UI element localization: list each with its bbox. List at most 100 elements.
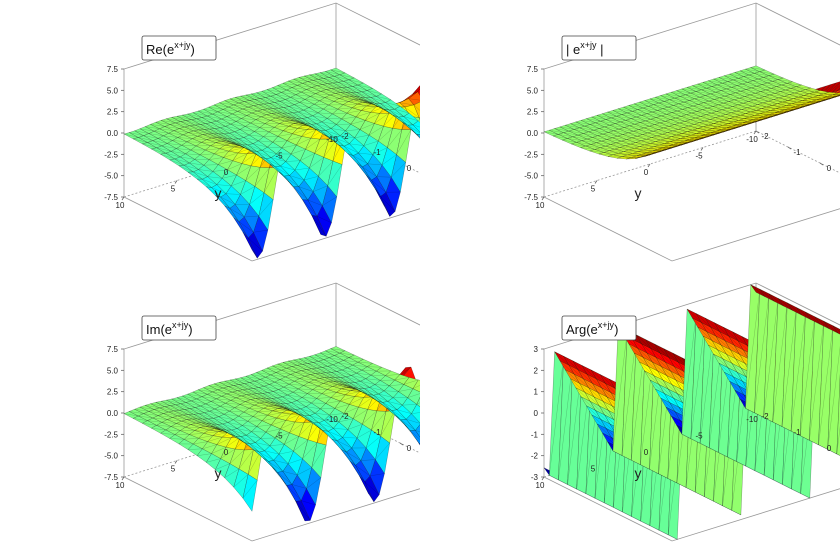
surface-edge xyxy=(610,144,626,146)
surface-edge xyxy=(590,401,605,416)
surface-edge xyxy=(751,87,767,91)
surface-edge xyxy=(222,137,238,144)
surface-edge xyxy=(355,382,370,388)
z-tick-label-left: 7.5 xyxy=(527,65,539,74)
surface-edge xyxy=(377,400,392,411)
surface-edge xyxy=(818,325,834,445)
surface-edge xyxy=(217,424,232,431)
surface-edge xyxy=(600,419,616,434)
surface-facet xyxy=(417,88,420,96)
surface-edge xyxy=(574,129,589,132)
surface-edge xyxy=(343,103,358,105)
surface-edge xyxy=(787,83,802,86)
surface-edge xyxy=(646,139,662,141)
surface-edge xyxy=(678,103,694,107)
surface-edge xyxy=(660,397,676,412)
surface-edge xyxy=(641,343,657,358)
surface-edge xyxy=(312,115,328,119)
surface-edge xyxy=(311,124,326,131)
surface-edge xyxy=(702,109,717,112)
surface-edge xyxy=(358,396,374,408)
surface-edge xyxy=(650,119,666,122)
surface-edge xyxy=(343,81,359,86)
surface-edge xyxy=(570,378,586,393)
y-tick-label: -10 xyxy=(746,135,758,144)
surface-edge xyxy=(282,362,298,366)
surface-edge xyxy=(345,391,361,395)
surface-edge xyxy=(718,77,734,81)
surface-edge xyxy=(166,399,181,404)
surface-edge xyxy=(643,148,659,151)
surface-edge xyxy=(219,146,235,149)
surface-edge xyxy=(340,396,355,402)
surface-edge xyxy=(318,361,334,365)
surface-edge xyxy=(328,381,344,385)
surface-edge xyxy=(134,130,150,134)
surface-edge xyxy=(212,113,228,117)
surface-edge xyxy=(222,174,237,179)
surface-edge xyxy=(563,356,579,371)
surface-edge xyxy=(232,153,248,161)
y-tick-label: -10 xyxy=(746,415,758,424)
surface-edge xyxy=(208,385,224,389)
surface-edge xyxy=(160,433,176,435)
surface-edge xyxy=(732,106,748,108)
surface-edge xyxy=(286,368,302,371)
surface-edge xyxy=(669,99,685,103)
surface-facet xyxy=(827,325,840,455)
surface-edge xyxy=(338,144,354,156)
surface-edge xyxy=(728,122,743,124)
surface-edge xyxy=(156,147,172,152)
y-tick-label: -5 xyxy=(695,152,703,161)
surface-edge xyxy=(752,106,768,108)
surface-edge xyxy=(740,70,755,74)
surface-edge xyxy=(269,384,284,388)
surface-edge xyxy=(253,414,268,417)
surface-edge xyxy=(264,103,279,109)
surface-edge xyxy=(198,110,213,115)
surface-edge xyxy=(309,356,324,360)
surface-edge xyxy=(347,87,363,93)
surface-edge xyxy=(592,383,608,398)
surface-edge xyxy=(665,93,681,97)
surface-edge xyxy=(214,104,229,108)
surface-edge xyxy=(322,84,337,89)
surface-edge xyxy=(743,103,758,105)
surface-edge xyxy=(691,134,706,136)
surface-edge xyxy=(575,387,591,402)
surface-edge xyxy=(223,152,239,158)
surface-edge xyxy=(246,394,262,399)
surface-edge xyxy=(287,394,303,398)
surface-edge xyxy=(304,75,319,80)
surface-facet xyxy=(832,82,840,93)
surface-edge xyxy=(745,289,760,409)
surface-edge xyxy=(271,420,286,426)
surface-edge xyxy=(673,105,689,108)
surface-edge xyxy=(563,132,579,136)
surface-edge xyxy=(198,389,213,393)
surface-edge xyxy=(262,150,277,155)
surface-edge xyxy=(307,117,322,123)
surface-edge xyxy=(182,114,197,119)
surface-edge xyxy=(331,394,346,398)
surface-edge xyxy=(302,199,318,217)
surface-edge xyxy=(320,352,335,356)
surface-edge xyxy=(326,89,341,93)
surface-edge xyxy=(744,117,759,119)
surface-edge xyxy=(659,102,674,106)
surface-edge xyxy=(694,124,709,126)
surface-edge xyxy=(275,432,290,439)
surface-edge xyxy=(274,102,290,107)
z-tick-label-left: 5.0 xyxy=(107,366,119,375)
surface-edge xyxy=(227,163,242,170)
surface-edge xyxy=(196,398,212,402)
surface-edge xyxy=(295,501,311,521)
surface-edge xyxy=(344,382,360,389)
surface-edge xyxy=(192,418,207,424)
surface-edge xyxy=(660,122,675,125)
surface-edge xyxy=(630,143,646,146)
surface-edge xyxy=(272,87,287,91)
surface-edge xyxy=(167,143,182,146)
z-tick-label-left: -5.0 xyxy=(524,172,538,181)
surface-edge xyxy=(715,92,731,95)
